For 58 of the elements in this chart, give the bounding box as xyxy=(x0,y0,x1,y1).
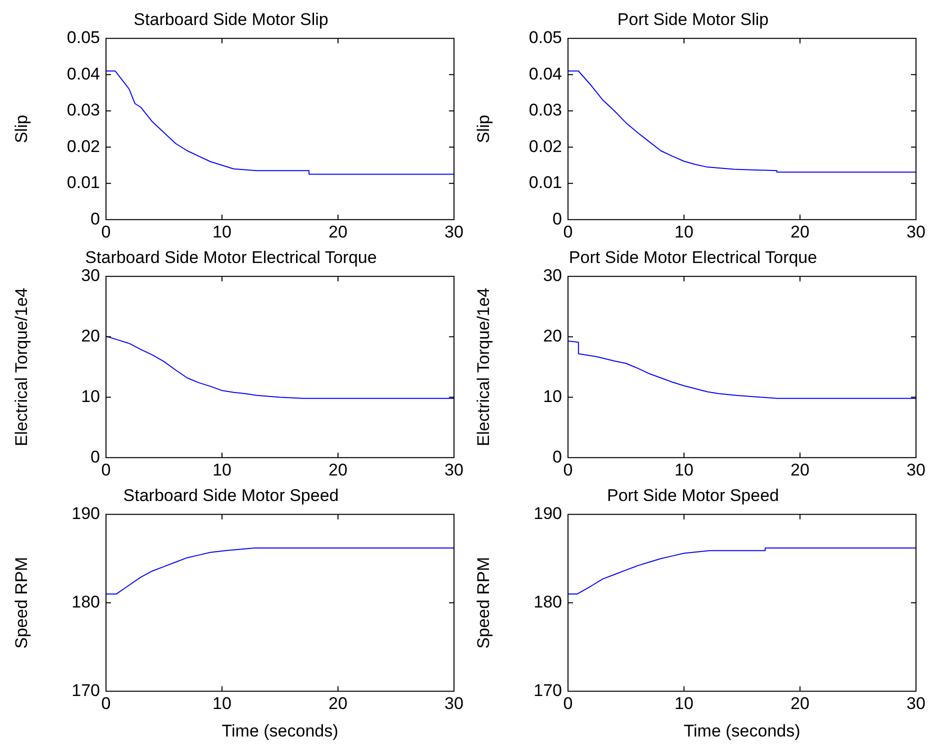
x-tick-label: 20 xyxy=(790,222,810,242)
x-tick-label: 10 xyxy=(212,694,232,714)
x-tick-label: 10 xyxy=(674,694,694,714)
y-axis-title: Electrical Torque/1e4 xyxy=(474,288,493,446)
y-tick-label: 0.05 xyxy=(528,28,562,48)
y-tick-label: 20 xyxy=(81,326,100,346)
x-tick-label: 10 xyxy=(674,222,694,242)
chart-title: Port Side Motor Electrical Torque xyxy=(568,248,818,267)
y-tick-label: 190 xyxy=(72,504,100,524)
y-tick-label: 170 xyxy=(534,680,562,700)
y-tick-label: 20 xyxy=(543,326,562,346)
y-tick-label: 0.04 xyxy=(66,64,100,84)
x-tick-label: 20 xyxy=(328,460,348,480)
y-tick-label: 0.01 xyxy=(528,173,562,192)
x-tick-label: 20 xyxy=(328,694,348,714)
chart-title: Port Side Motor Speed xyxy=(607,486,779,505)
y-tick-label: 30 xyxy=(81,266,100,286)
x-tick-label: 30 xyxy=(444,694,464,714)
y-tick-label: 170 xyxy=(72,680,100,700)
y-tick-label: 0.03 xyxy=(528,100,562,120)
y-tick-label: 180 xyxy=(72,592,100,612)
x-axis-title: Time (seconds) xyxy=(222,721,338,740)
y-tick-label: 0.02 xyxy=(66,136,100,156)
y-tick-label: 0.02 xyxy=(528,136,562,156)
x-tick-label: 30 xyxy=(444,222,464,242)
chart-title: Port Side Motor Slip xyxy=(617,10,769,29)
y-tick-label: 30 xyxy=(543,266,562,286)
x-tick-label: 10 xyxy=(212,460,232,480)
y-axis-title: Electrical Torque/1e4 xyxy=(12,288,31,446)
y-tick-label: 0 xyxy=(552,209,562,228)
x-tick-label: 10 xyxy=(212,222,232,242)
y-tick-label: 180 xyxy=(534,592,562,612)
y-axis-title: Speed RPM xyxy=(12,556,31,649)
y-tick-label: 0 xyxy=(552,447,562,466)
y-tick-label: 190 xyxy=(534,504,562,524)
y-tick-label: 0.01 xyxy=(66,173,100,192)
x-tick-label: 30 xyxy=(444,460,464,480)
chart-title: Starboard Side Motor Electrical Torque xyxy=(85,248,377,267)
y-tick-label: 0 xyxy=(90,209,100,228)
y-tick-label: 0.03 xyxy=(66,100,100,120)
chart-title: Starboard Side Motor Slip xyxy=(134,10,328,29)
y-tick-label: 0 xyxy=(90,447,100,466)
y-tick-label: 10 xyxy=(81,386,100,406)
x-tick-label: 30 xyxy=(906,222,926,242)
chart-title: Starboard Side Motor Speed xyxy=(123,486,339,505)
y-tick-label: 0.05 xyxy=(66,28,100,48)
y-tick-label: 10 xyxy=(543,386,562,406)
y-tick-label: 0.04 xyxy=(528,64,562,84)
y-axis-title: Slip xyxy=(12,114,31,144)
x-tick-label: 20 xyxy=(790,460,810,480)
x-tick-label: 30 xyxy=(906,694,926,714)
y-axis-title: Speed RPM xyxy=(474,556,493,649)
x-tick-label: 30 xyxy=(906,460,926,480)
y-axis-title: Slip xyxy=(474,114,493,144)
x-tick-label: 20 xyxy=(790,694,810,714)
x-tick-label: 20 xyxy=(328,222,348,242)
x-tick-label: 10 xyxy=(674,460,694,480)
x-axis-title: Time (seconds) xyxy=(684,721,800,740)
